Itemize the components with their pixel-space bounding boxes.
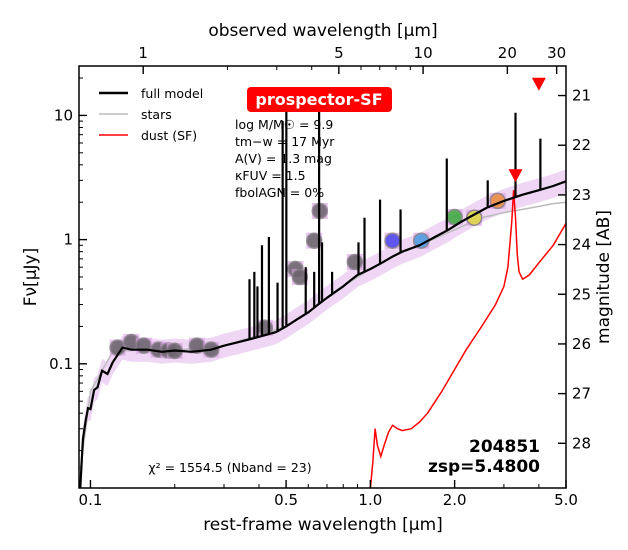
mag-tick-label: 26 [572, 335, 591, 353]
photometry-point [346, 253, 364, 271]
model-band [80, 169, 566, 488]
photometry-point [291, 268, 309, 286]
param-logM: log M/M☉ = 9.9 [235, 117, 333, 132]
y-axis-title: Fν[μJy] [21, 248, 41, 306]
model-badge-label: prospector-SF [255, 90, 382, 109]
legend-label: dust (SF) [141, 128, 197, 143]
top-tick-label: 5 [334, 44, 344, 62]
mag-tick-label: 27 [572, 385, 591, 403]
y-tick-label: 0.1 [49, 355, 73, 373]
upper-limit-marker [508, 169, 523, 183]
mag-tick-label: 22 [572, 136, 591, 154]
top-tick-label: 20 [498, 44, 517, 62]
y-tick-label: 10 [54, 106, 73, 124]
upper-limit-marker [531, 77, 546, 91]
object-id: 204851 [469, 437, 540, 457]
mag-tick-label: 24 [572, 236, 591, 254]
param-av: A(V) = 1.3 mag [235, 151, 332, 166]
series-line-full-model [79, 180, 566, 488]
x-tick-label: 0.5 [274, 491, 298, 509]
x-tick-label: 0.1 [79, 491, 103, 509]
x-tick-label: 5.0 [554, 491, 578, 509]
photometry-point [305, 232, 323, 249]
mag-tick-label: 23 [572, 186, 591, 204]
legend-label: stars [141, 107, 172, 122]
top-tick-label: 1 [138, 44, 148, 62]
y-tick-label: 1 [63, 231, 73, 249]
top-tick-label: 30 [547, 44, 566, 62]
photometry-point [384, 232, 401, 249]
redshift-label: zsp=5.4800 [428, 457, 540, 477]
x-tick-label: 1.0 [358, 491, 382, 509]
mag-tick-label: 21 [572, 87, 591, 105]
top-tick-label: 10 [414, 44, 433, 62]
chi2-label: χ² = 1554.5 (Nband = 23) [148, 460, 311, 475]
x-axis-title: rest-frame wavelength [μm] [203, 515, 443, 535]
right-axis-title: magnitude [AB] [594, 210, 614, 344]
param-kappa: κFUV = 1.5 [235, 168, 306, 183]
param-tm: tm−w = 17 Myr [235, 134, 335, 149]
x-tick-label: 2.0 [443, 491, 467, 509]
model-badge [247, 87, 392, 112]
legend-label: full model [141, 86, 203, 101]
param-fagn: fbolAGN = 0% [235, 185, 324, 200]
series-line-dust [369, 190, 566, 488]
top-axis-title: observed wavelength [μm] [208, 21, 437, 41]
series-line-stars [79, 201, 566, 470]
mag-tick-label: 25 [572, 285, 591, 303]
mag-tick-label: 28 [572, 434, 591, 452]
